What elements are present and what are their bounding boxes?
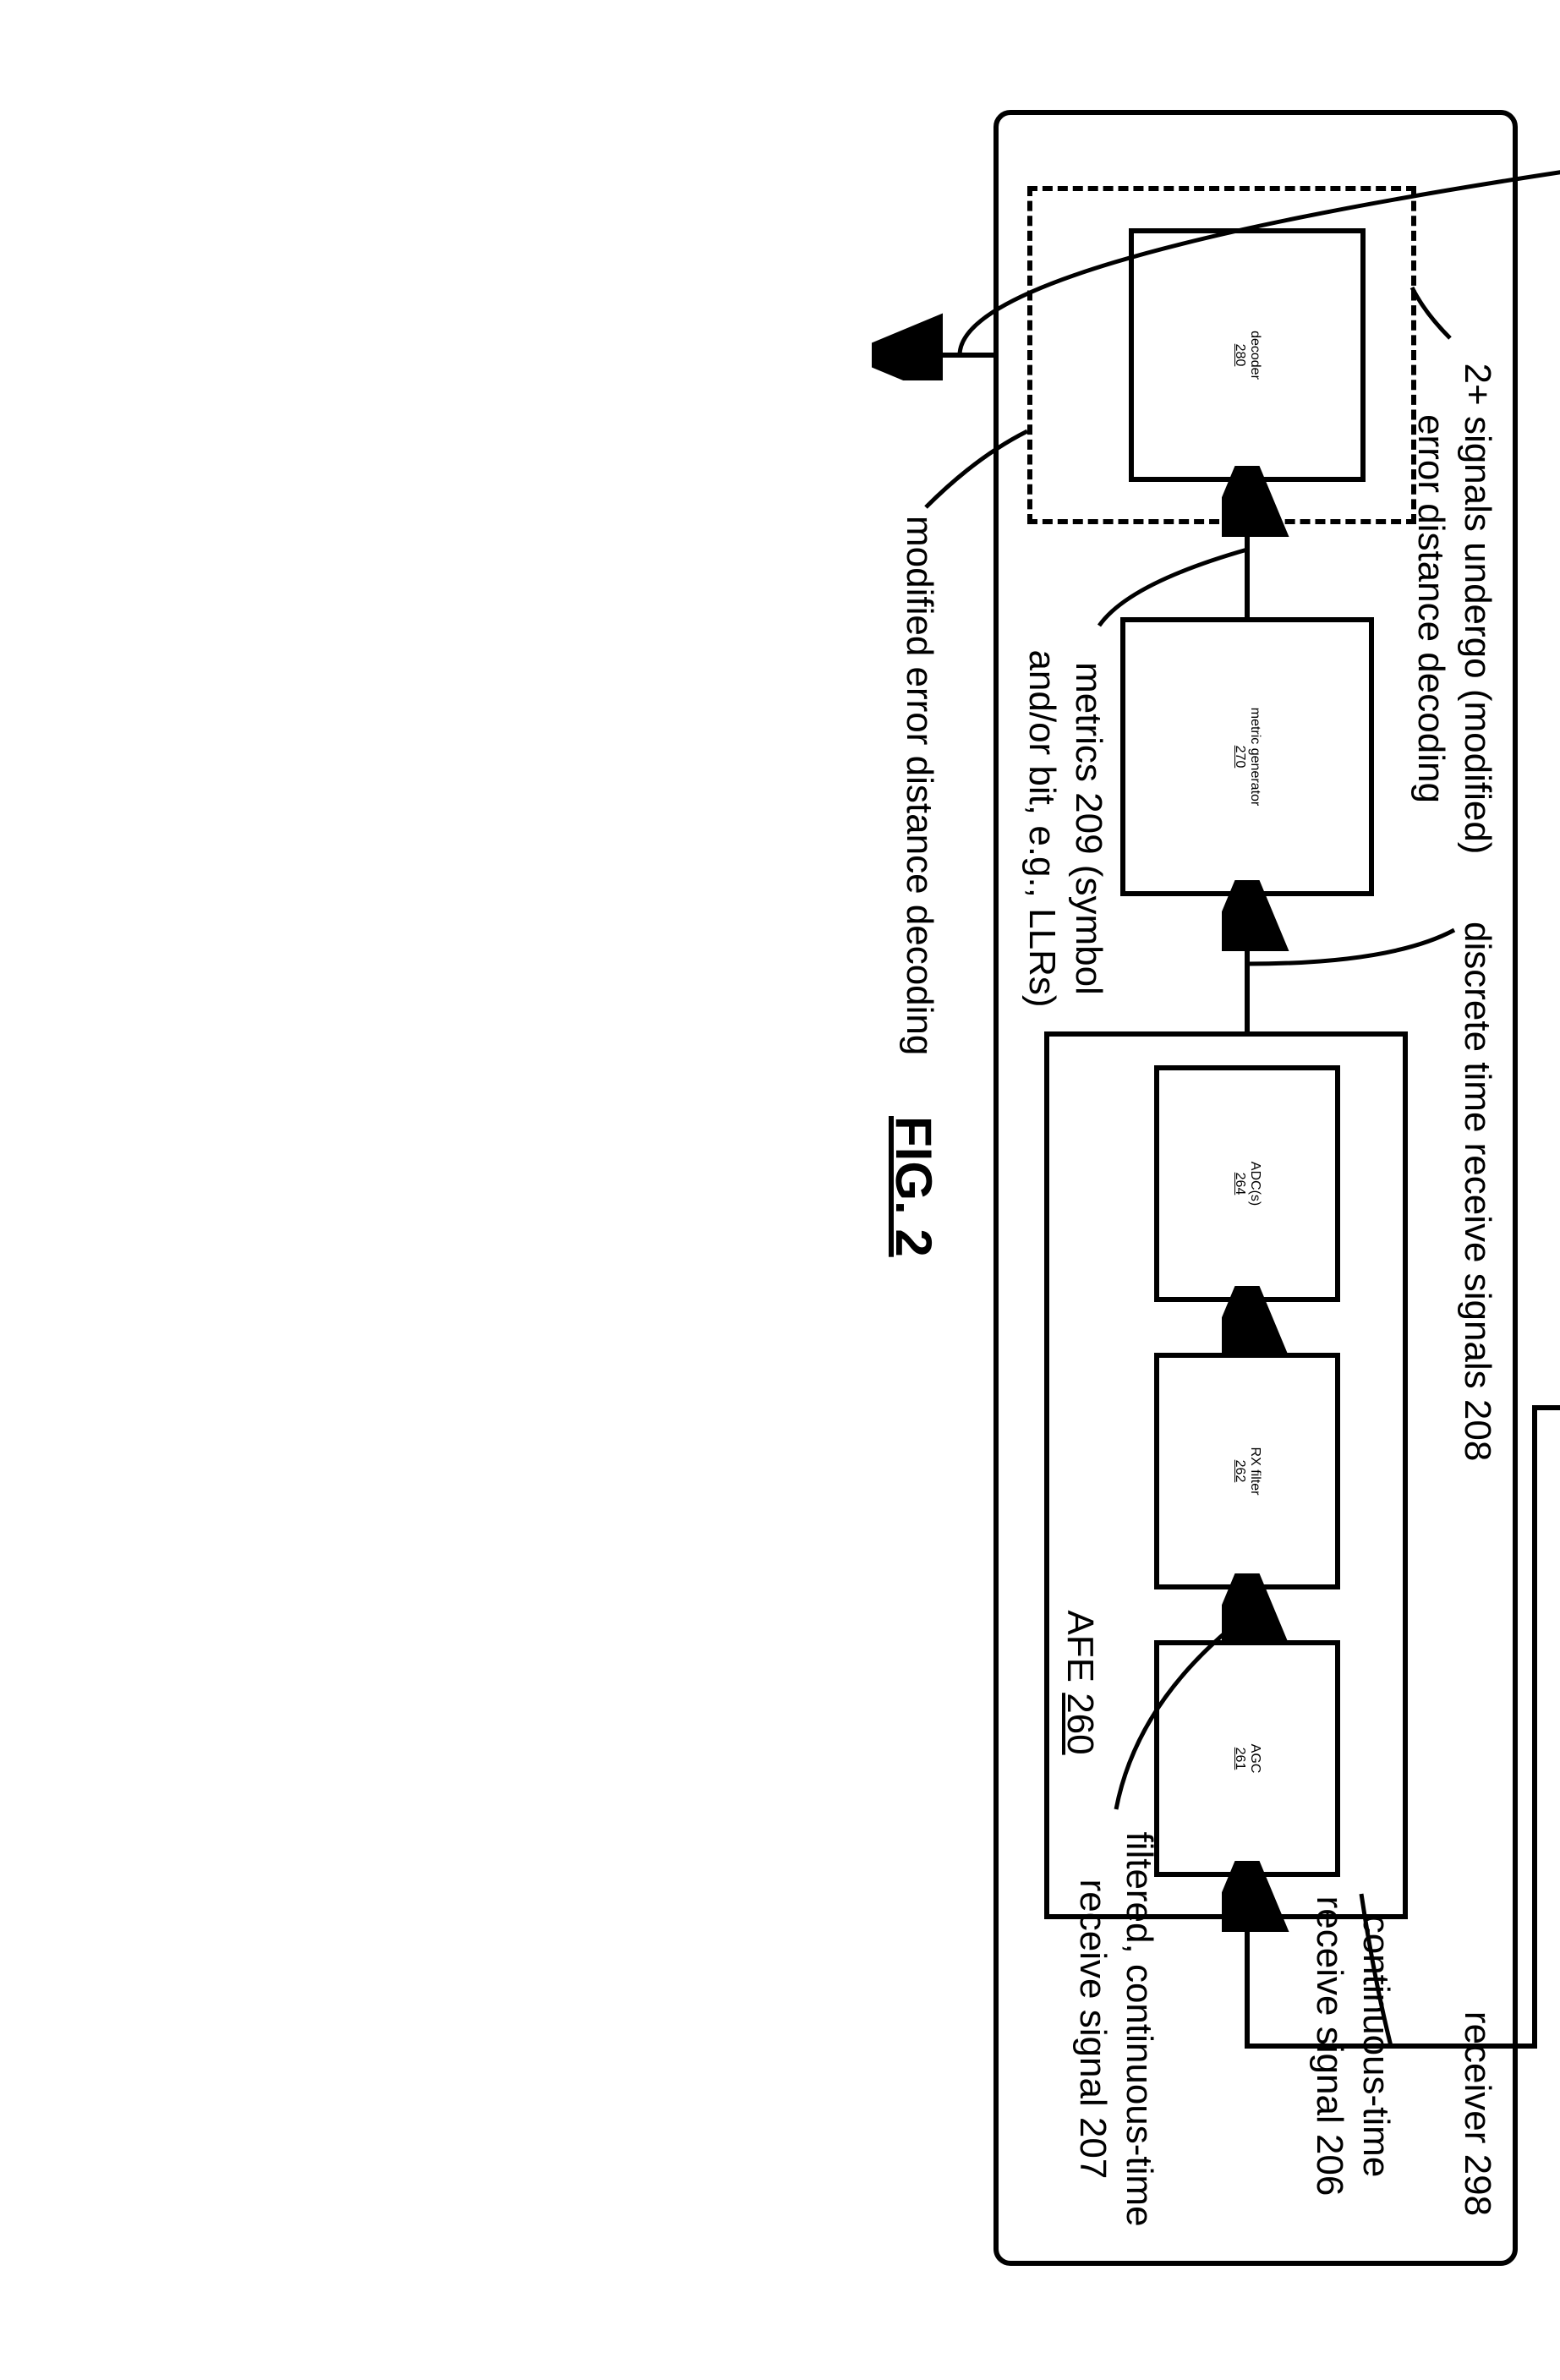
afe-ref: AFE 260 — [1057, 1556, 1103, 1809]
label-med: modified error distance decoding — [896, 516, 943, 1192]
decoder-name: decoder — [1247, 331, 1262, 380]
adc-name: ADC(s) — [1247, 1162, 1262, 1206]
rx-filter-ref: 262 — [1232, 1460, 1247, 1483]
adc-ref: 264 — [1232, 1173, 1247, 1195]
receiver-ref: receiver 298 — [1454, 1987, 1501, 2240]
rx-filter-name: RX filter — [1247, 1447, 1262, 1496]
agc-ref: 261 — [1232, 1748, 1247, 1770]
figure-caption: FIG. 2 — [884, 1116, 943, 1257]
adc-block: ADC(s) 264 — [1154, 1065, 1340, 1302]
label-metrics: metrics 209 (symbol and/or bit, e.g., LL… — [1019, 626, 1112, 1031]
decoder-block: decoder 280 — [1129, 228, 1366, 482]
metric-generator-block: metric generator 270 — [1120, 617, 1374, 896]
agc-block: AGC 261 — [1154, 1640, 1340, 1877]
label-dt-rx: discrete time receive signals 208 — [1454, 922, 1501, 1513]
rx-filter-block: RX filter 262 — [1154, 1353, 1340, 1589]
agc-name: AGC — [1247, 1744, 1262, 1774]
label-filt-rx: filtered, continuous-time receive signal… — [1070, 1809, 1163, 2249]
label-two-plus: 2+ signals undergo (modified) error dist… — [1408, 338, 1501, 879]
label-ct-rx: continuous-time receive signal 206 — [1306, 1860, 1399, 2232]
decoder-ref: 280 — [1232, 344, 1247, 367]
metric-gen-name: metric generator — [1247, 708, 1262, 807]
metric-gen-ref: 270 — [1232, 746, 1247, 769]
